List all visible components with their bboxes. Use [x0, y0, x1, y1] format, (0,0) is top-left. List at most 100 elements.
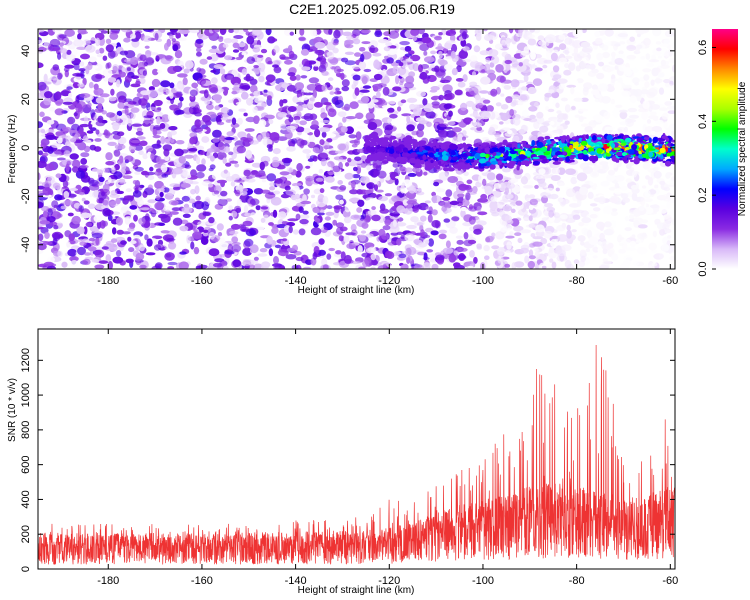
spectrogram-cell — [310, 227, 322, 236]
spectrogram-cell — [245, 73, 251, 82]
spectrogram-cell — [319, 188, 325, 194]
spectrogram-cell — [315, 29, 322, 35]
spectrogram-cell — [650, 79, 655, 86]
spectrogram-cell — [130, 83, 141, 88]
spectrogram-cell — [263, 214, 269, 219]
spectrogram-cell — [601, 242, 607, 250]
spectrogram-cell — [231, 236, 239, 244]
spectrogram-cell — [591, 68, 599, 74]
spectrogram-cell — [49, 38, 61, 47]
spectrogram-cell — [108, 243, 118, 252]
spectrogram-cell — [418, 242, 428, 248]
spectrogram-cell — [88, 81, 94, 89]
spectrogram-cell — [253, 256, 259, 261]
spectrogram-cell — [245, 149, 253, 159]
spectrogram-cell — [260, 189, 271, 194]
spectrogram-cell — [460, 39, 467, 47]
spectrogram-cell — [376, 91, 381, 99]
spectrogram-cell — [353, 166, 358, 172]
spectrogram-cell — [622, 197, 630, 203]
spectrogram-cell — [359, 89, 370, 93]
spectrogram-cell — [282, 99, 288, 104]
spectrogram-cell — [462, 46, 470, 52]
spectrogram-cell — [573, 97, 583, 102]
spectrogram-cell — [123, 175, 133, 180]
spectrogram-cell — [373, 59, 380, 69]
spectrogram-cell — [79, 241, 87, 246]
spectrogram-cell — [384, 55, 389, 59]
spectrogram-cell — [332, 47, 339, 54]
spectrogram-cell — [661, 193, 672, 202]
spectrogram-cell — [342, 31, 353, 37]
spectrogram-cell — [286, 125, 296, 130]
spectrogram-cell — [367, 209, 377, 216]
spectrogram-cell — [580, 255, 586, 263]
spectrogram-cell — [431, 209, 438, 216]
spectrogram-cell — [437, 58, 445, 65]
spectrogram-cell — [213, 190, 220, 195]
spectrogram-cell — [407, 172, 417, 177]
spectrogram-cell — [482, 99, 491, 104]
spectrogram-cell — [354, 52, 362, 57]
spectrogram-cell — [77, 82, 85, 88]
spectrogram-cell — [580, 241, 585, 246]
spectrogram-cell — [619, 121, 628, 126]
spectrogram-cell — [548, 209, 554, 218]
spectrogram-cell — [527, 86, 537, 95]
spectrogram-cell — [183, 68, 190, 74]
spectrogram-cell — [235, 56, 243, 61]
spectrogram-cell — [232, 49, 240, 53]
spectrogram-cell — [138, 244, 145, 252]
spectrogram-cell — [527, 260, 535, 269]
spectrogram-cell — [45, 134, 57, 140]
spectrogram-cell — [629, 95, 637, 104]
spectrogram-cell — [252, 46, 261, 53]
spectrogram-cell — [587, 191, 594, 199]
spectrogram-cell — [85, 44, 96, 53]
spectrogram-cell — [263, 89, 268, 93]
spectrogram-cell — [659, 229, 666, 236]
spectrogram-cell — [519, 247, 530, 254]
spectrogram-cell — [347, 157, 352, 163]
spectrogram-cell — [127, 227, 135, 232]
spectrogram-cell — [112, 134, 121, 140]
spectrogram-cell — [279, 171, 290, 176]
spectrogram-cell — [155, 195, 161, 200]
spectrogram-cell — [163, 206, 173, 212]
spectrogram-cell — [385, 124, 394, 131]
spectrogram-cell — [208, 232, 216, 240]
spectrogram-cell — [190, 169, 197, 177]
spectrogram-cell — [302, 149, 312, 154]
spectrogram-cell — [107, 214, 113, 222]
spectrogram-cell — [345, 162, 350, 167]
spectrogram-cell — [645, 53, 651, 60]
spectrogram-cell — [178, 156, 186, 164]
spectrogram-cell — [370, 266, 376, 269]
spectrogram-cell — [300, 48, 310, 56]
spectrogram-cell — [226, 131, 235, 137]
spectrogram-cell — [630, 184, 639, 190]
spectrogram-cell — [444, 64, 453, 71]
spectrogram-cell — [87, 102, 92, 108]
spectrogram-cell — [339, 185, 347, 191]
spectrogram-cell — [127, 236, 132, 242]
spectrogram-cell — [393, 123, 401, 128]
spectrogram-cell — [603, 128, 610, 135]
spectrogram-cell — [494, 133, 501, 138]
spectrogram-cell — [154, 180, 164, 190]
spectrogram-cell — [517, 237, 523, 244]
spectrogram-cell — [446, 92, 455, 100]
spectrogram-cell — [147, 199, 156, 204]
spectrogram-cell — [219, 242, 230, 251]
spectrogram-cell — [242, 260, 252, 267]
spectrogram-cell — [237, 131, 247, 139]
spectrogram-cell — [255, 205, 261, 211]
spectrogram-cell — [162, 242, 168, 247]
spectrogram-cell — [337, 158, 347, 163]
spectrogram-cell — [332, 41, 339, 46]
spectrogram-cell — [80, 53, 90, 60]
spectrogram-cell — [164, 252, 175, 261]
spectrogram-cell — [79, 164, 89, 169]
spectrogram-cell — [420, 215, 427, 222]
